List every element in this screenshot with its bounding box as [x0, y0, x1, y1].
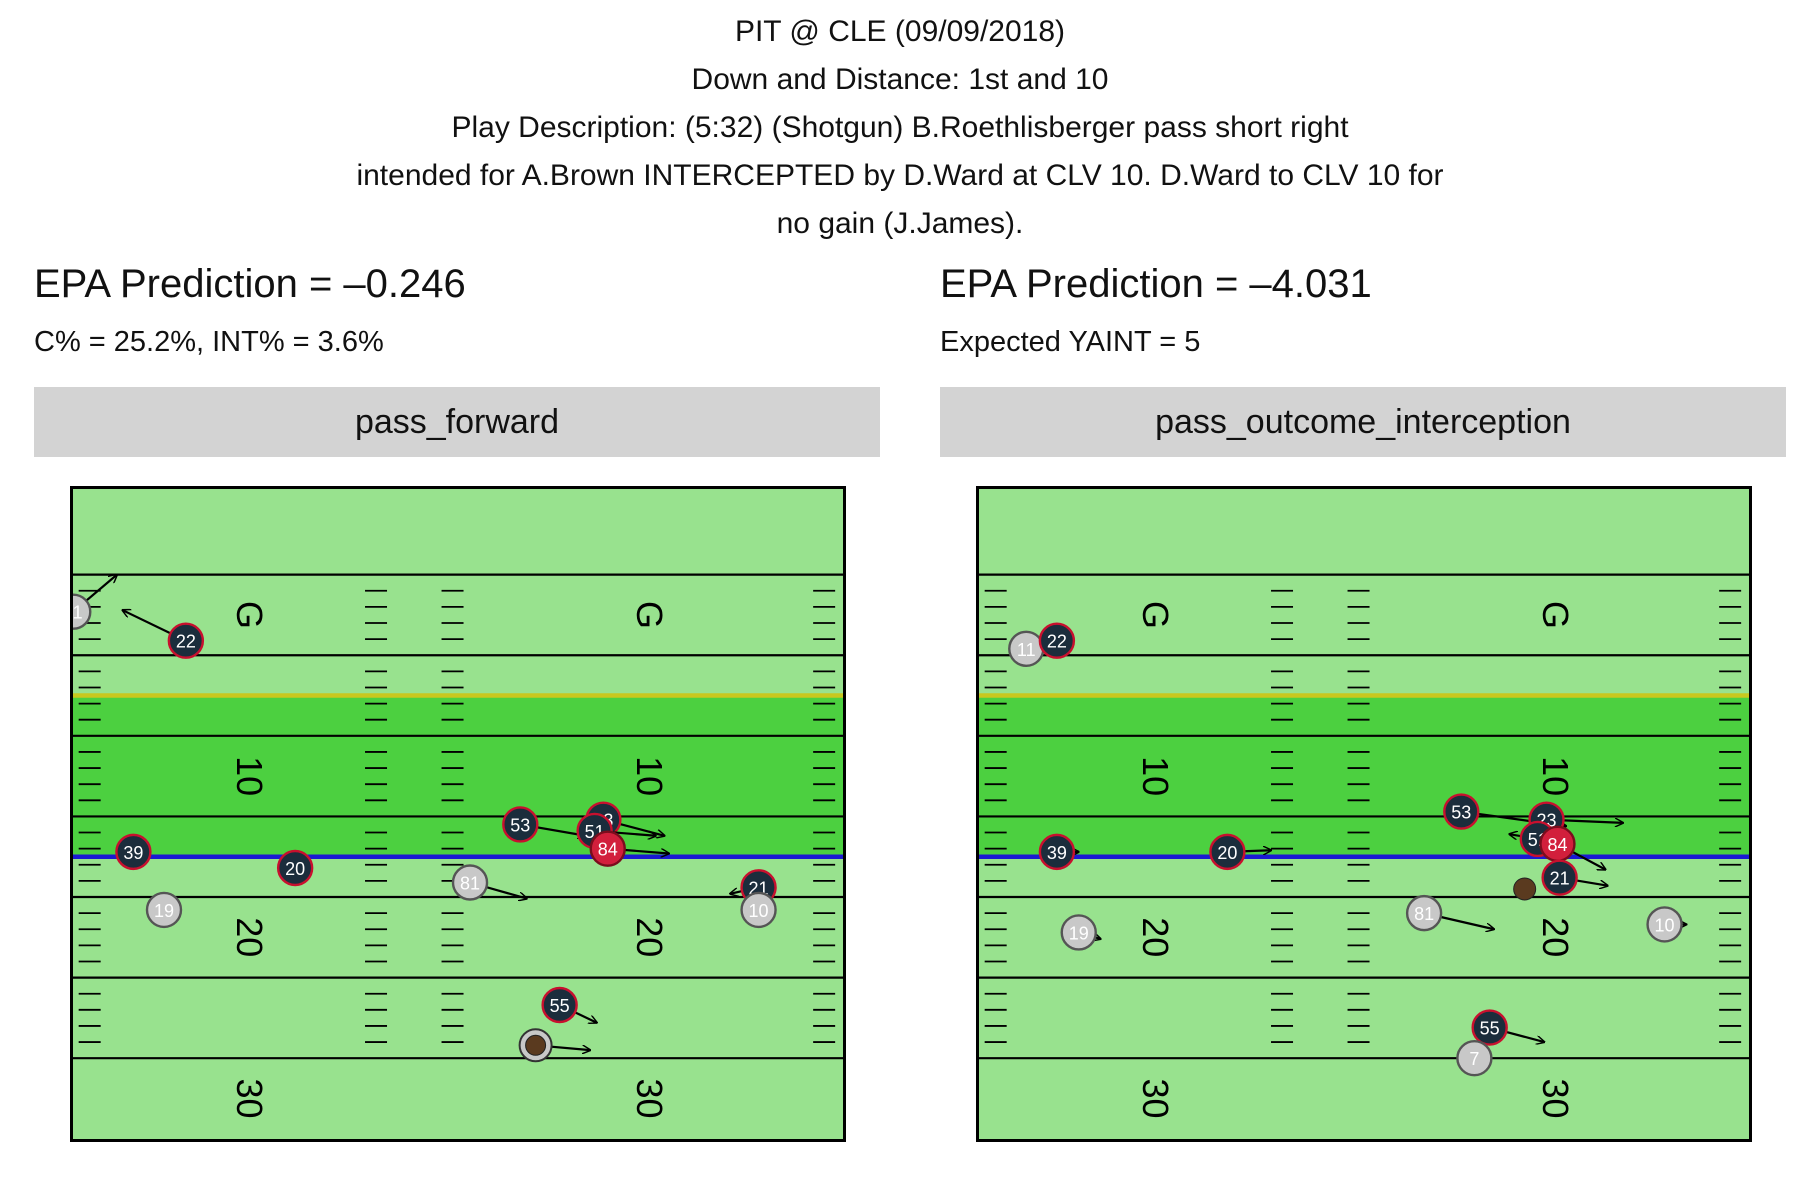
- player-marker: [451, 864, 489, 901]
- player-number: 11: [70, 603, 83, 623]
- left-field-plot: G102030G10203011225323518439208121101955: [70, 486, 846, 1142]
- player-marker: [115, 833, 152, 871]
- player-marker: [276, 849, 314, 887]
- player-marker: [145, 891, 183, 929]
- yard-number-30: 30: [1535, 1078, 1576, 1118]
- player-marker: [541, 986, 578, 1024]
- yard-number-30: 30: [1135, 1078, 1176, 1118]
- yard-number-30: 30: [229, 1078, 270, 1118]
- player-number: 81: [1414, 904, 1434, 924]
- game-title: PIT @ CLE (09/09/2018): [734, 15, 1066, 48]
- player-marker: [1443, 793, 1480, 830]
- field-highlight-zone: [976, 695, 1752, 857]
- yard-number-20: 20: [629, 917, 670, 957]
- yard-number-30: 30: [629, 1078, 670, 1118]
- player-marker: [1038, 833, 1076, 871]
- left-facet-strip: pass_forward: [34, 387, 880, 457]
- field-highlight-zone: [70, 695, 846, 857]
- player-number: 20: [285, 859, 305, 879]
- player-marker: [502, 806, 539, 843]
- player-number: 53: [510, 815, 530, 835]
- football-marker: [1513, 877, 1537, 901]
- yard-number-20: 20: [229, 917, 270, 957]
- down-and-distance: Down and Distance: 1st and 10: [691, 63, 1109, 96]
- player-marker: [740, 891, 777, 929]
- player-number: 55: [1480, 1019, 1500, 1039]
- yard-number-goal: G: [629, 601, 670, 629]
- player-number: 10: [749, 901, 769, 921]
- right-yaint-stat: Expected YAINT = 5: [940, 326, 1201, 358]
- player-marker: [1646, 906, 1683, 943]
- play-description-line-2: intended for A.Brown INTERCEPTED by D.Wa…: [356, 159, 1444, 192]
- player-number: 19: [1069, 923, 1089, 943]
- yard-number-goal: G: [229, 601, 270, 629]
- player-marker: [1405, 894, 1443, 932]
- play-description-line-3: no gain (J.James).: [776, 207, 1024, 240]
- player-number: 22: [176, 632, 196, 652]
- field-border: [976, 486, 1752, 1142]
- player-marker: [589, 830, 626, 867]
- title-block: PIT @ CLE (09/09/2018) Down and Distance…: [0, 8, 1800, 248]
- yard-number-20: 20: [1535, 917, 1576, 957]
- player-marker: [1060, 914, 1097, 951]
- player-marker: [1038, 622, 1076, 659]
- yard-number-10: 10: [229, 756, 270, 796]
- player-number: 21: [1550, 869, 1570, 889]
- yard-number-10: 10: [1535, 756, 1576, 796]
- player-number: 20: [1217, 843, 1237, 863]
- yard-number-goal: G: [1135, 601, 1176, 629]
- player-marker: [167, 622, 205, 659]
- play-description-line-1: Play Description: (5:32) (Shotgun) B.Roe…: [451, 111, 1349, 144]
- player-number: 22: [1047, 632, 1067, 652]
- player-marker: [1456, 1039, 1493, 1077]
- player-number: 7: [1469, 1049, 1479, 1069]
- player-marker: [70, 593, 92, 630]
- player-number: 55: [550, 996, 570, 1016]
- right-epa-prediction: EPA Prediction = –4.031: [940, 262, 1372, 306]
- left-epa-prediction: EPA Prediction = –0.246: [34, 262, 466, 306]
- player-number: 53: [1451, 803, 1471, 823]
- player-number: 84: [1547, 835, 1567, 855]
- left-completion-stats: C% = 25.2%, INT% = 3.6%: [34, 326, 384, 358]
- yard-number-10: 10: [1135, 756, 1176, 796]
- player-marker: [1541, 859, 1578, 896]
- yard-number-10: 10: [629, 756, 670, 796]
- player-number: 81: [460, 874, 480, 894]
- yard-number-20: 20: [1135, 917, 1176, 957]
- field-border: [70, 486, 846, 1142]
- player-number: 19: [154, 901, 174, 921]
- player-marker: [1471, 1009, 1508, 1046]
- right-facet-strip: pass_outcome_interception: [940, 387, 1786, 457]
- player-number: 39: [1047, 843, 1067, 863]
- football-marker: [525, 1034, 547, 1056]
- yard-number-goal: G: [1535, 601, 1576, 629]
- player-number: 11: [1017, 640, 1036, 660]
- player-number: 84: [598, 840, 618, 860]
- player-number: 10: [1655, 915, 1675, 935]
- player-number: 39: [123, 843, 143, 863]
- player-marker: [1209, 833, 1246, 871]
